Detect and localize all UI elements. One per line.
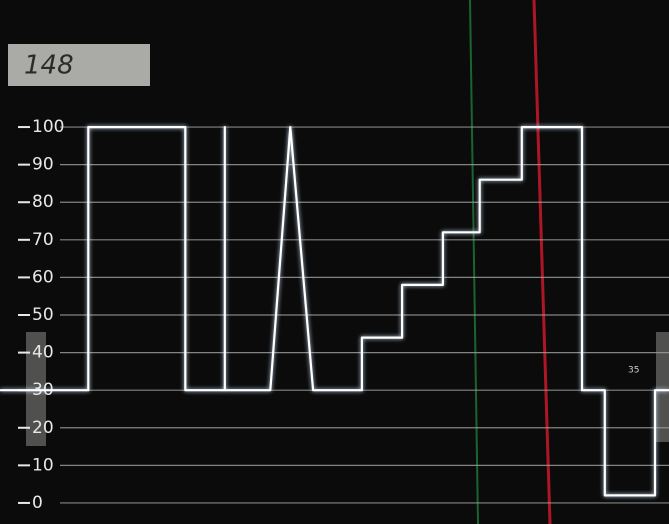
waveform-trace bbox=[0, 126, 669, 497]
green-cursor bbox=[469, 0, 479, 524]
right-glow bbox=[656, 332, 669, 442]
note: 35 bbox=[628, 366, 639, 376]
y-tick-label: 0 bbox=[32, 493, 43, 513]
y-tick-label: 90 bbox=[32, 155, 54, 175]
y-tick-label: 50 bbox=[32, 305, 54, 325]
y-tick-label: 60 bbox=[32, 267, 54, 287]
label-badge bbox=[8, 44, 150, 86]
badge-text: 148 bbox=[24, 51, 74, 81]
y-tick-label: 100 bbox=[32, 117, 64, 137]
y-tick-label: 70 bbox=[32, 230, 54, 250]
left-glow bbox=[26, 332, 46, 446]
red-cursor bbox=[532, 0, 552, 524]
y-tick-label: 80 bbox=[32, 192, 54, 212]
y-tick-label: 20 bbox=[32, 418, 54, 438]
y-tick-label: 40 bbox=[32, 343, 54, 363]
y-tick-label: 10 bbox=[32, 455, 54, 475]
